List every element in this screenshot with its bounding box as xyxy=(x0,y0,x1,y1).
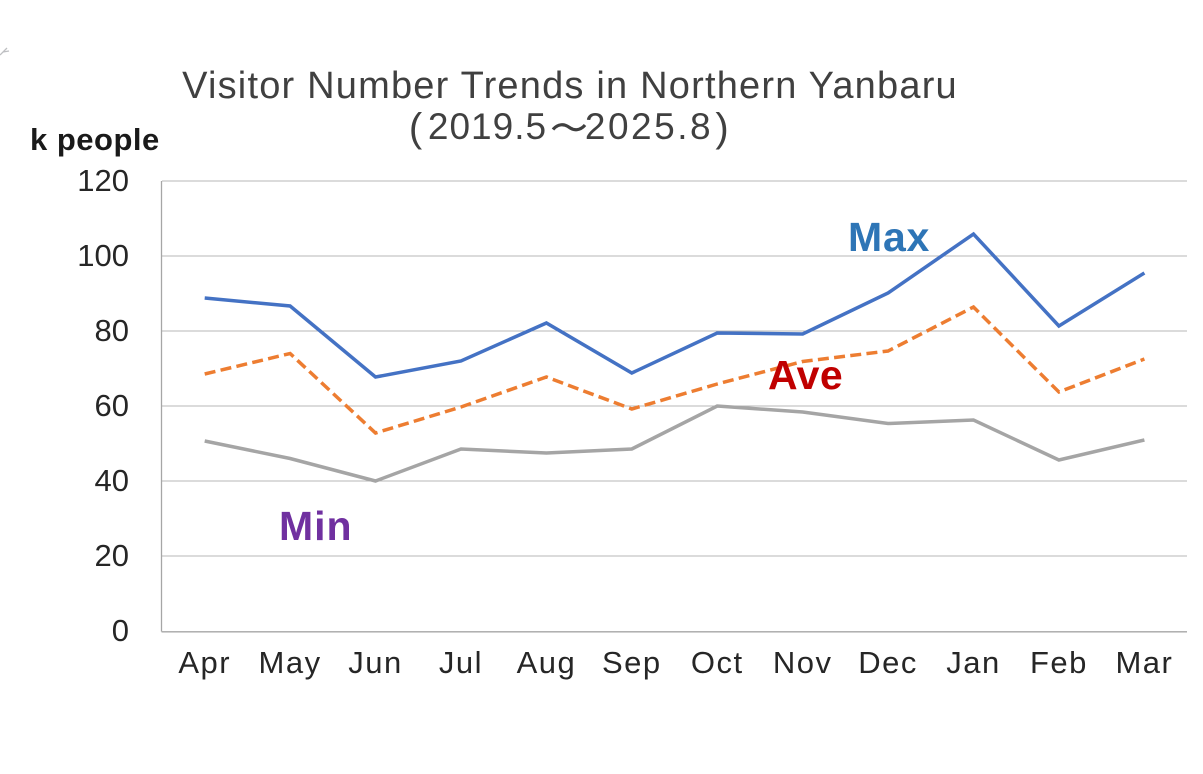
svg-text:0: 0 xyxy=(112,613,129,648)
svg-text:Jun: Jun xyxy=(348,645,402,680)
svg-text:Oct: Oct xyxy=(691,645,744,680)
svg-text:Apr: Apr xyxy=(178,645,231,680)
svg-text:80: 80 xyxy=(95,313,129,348)
svg-text:(: ( xyxy=(409,106,423,150)
svg-text:Ave: Ave xyxy=(768,352,843,398)
svg-text:100: 100 xyxy=(77,238,129,273)
svg-text:Min: Min xyxy=(279,503,353,549)
svg-text:2019.5: 2019.5 xyxy=(428,106,547,147)
svg-text:Nov: Nov xyxy=(773,645,833,680)
svg-text:120: 120 xyxy=(77,163,129,198)
svg-text:Visitor Number Trends in North: Visitor Number Trends in Northern Yanbar… xyxy=(182,65,958,107)
svg-text:Feb: Feb xyxy=(1030,645,1088,680)
svg-text:May: May xyxy=(259,645,322,680)
svg-text:Sep: Sep xyxy=(602,645,662,680)
svg-text:60: 60 xyxy=(95,388,129,423)
svg-text:Dec: Dec xyxy=(858,645,918,680)
svg-text:20: 20 xyxy=(95,538,129,573)
svg-text:Jan: Jan xyxy=(946,645,1000,680)
svg-text:2025.8: 2025.8 xyxy=(585,106,713,147)
svg-text:k people: k people xyxy=(30,122,160,157)
svg-text:): ) xyxy=(715,106,728,150)
svg-text:Jul: Jul xyxy=(439,645,483,680)
svg-text:Aug: Aug xyxy=(517,645,577,680)
svg-text:Mar: Mar xyxy=(1115,645,1173,680)
svg-text:Max: Max xyxy=(848,214,930,260)
svg-text:40: 40 xyxy=(95,463,129,498)
